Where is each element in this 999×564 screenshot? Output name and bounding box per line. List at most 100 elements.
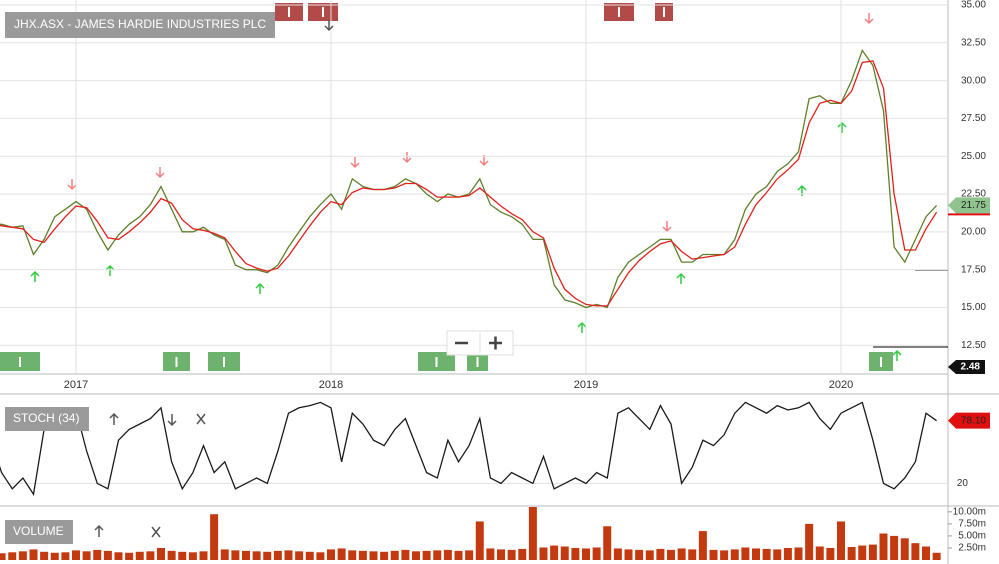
- volume-bar: [709, 549, 718, 560]
- move-up-icon[interactable]: [109, 412, 119, 425]
- event-badge-mark: [476, 357, 479, 367]
- y-tick-label: 5.00m: [958, 531, 986, 542]
- sell-signal: [662, 221, 672, 233]
- event-badge-mark: [322, 7, 324, 17]
- buy-signal: [105, 264, 115, 276]
- volume-bar: [645, 550, 654, 560]
- event-badge-mark: [663, 7, 665, 17]
- volume-bar: [72, 550, 80, 560]
- event-badge-mark: [618, 7, 620, 17]
- volume-bar: [837, 521, 845, 560]
- volume-bar: [475, 521, 484, 560]
- volume-bar: [0, 553, 6, 560]
- volume-bar: [125, 552, 134, 560]
- y-tick-label: 32.50: [961, 37, 986, 48]
- volume-bar: [199, 551, 208, 560]
- volume-bar: [868, 544, 877, 560]
- volume-bar: [188, 552, 197, 560]
- volume-bar: [465, 550, 474, 560]
- y-tick-label: 20.00: [961, 226, 986, 237]
- volume-bar: [252, 551, 261, 560]
- volume-bar: [805, 523, 814, 560]
- volume-bar: [157, 547, 165, 560]
- volume-bar: [316, 552, 325, 560]
- buy-signal: [676, 272, 686, 284]
- close-icon[interactable]: [196, 413, 206, 425]
- volume-bar: [624, 549, 633, 560]
- volume-bar: [730, 549, 739, 560]
- volume-bar: [178, 551, 187, 560]
- volume-bar: [847, 546, 856, 560]
- volume-bar: [443, 549, 452, 560]
- series-line: [0, 48, 938, 309]
- volume-bar: [741, 547, 750, 560]
- volume-bar: [528, 507, 537, 560]
- sell-signal: [402, 152, 412, 164]
- y-tick-label: 2.50m: [958, 543, 986, 554]
- volume-bar: [327, 549, 335, 560]
- current-value-tag: [948, 197, 990, 214]
- buy-signal: [30, 270, 40, 282]
- x-tick-label: 2018: [319, 379, 343, 391]
- sell-signal: [155, 167, 165, 179]
- volume-bar: [18, 551, 27, 560]
- volume-bar: [231, 550, 240, 560]
- current-value-tag: [948, 412, 990, 429]
- volume-bar: [135, 551, 144, 560]
- move-down-icon[interactable]: [167, 414, 177, 427]
- volume-bar: [752, 548, 760, 560]
- chart-title: JHX.ASX - JAMES HARDIE INDUSTRIES PLC: [14, 17, 266, 31]
- volume-bar: [8, 552, 17, 560]
- buy-signal: [837, 121, 847, 133]
- y-tick-label: 30.00: [961, 75, 986, 86]
- current-value-label: 21.75: [961, 200, 986, 211]
- event-badge-mark: [19, 357, 21, 367]
- volume-bar: [497, 549, 505, 560]
- panel-icons[interactable]: [94, 20, 334, 538]
- volume-bar: [698, 531, 707, 560]
- volume-bar: [922, 546, 930, 560]
- sell-signal: [350, 157, 360, 169]
- event-badge-mark: [223, 357, 225, 367]
- current-value-label: 78.10: [961, 415, 986, 426]
- volume-bar: [635, 549, 644, 560]
- volume-bar: [242, 550, 250, 560]
- volume-bar: [560, 546, 569, 560]
- volume-bar: [592, 547, 601, 560]
- event-badge-mark: [435, 357, 438, 367]
- volume-bar: [167, 550, 176, 560]
- volume-bar: [667, 549, 675, 560]
- volume-bar: [305, 551, 314, 560]
- close-icon[interactable]: [151, 526, 161, 538]
- move-down-icon[interactable]: [324, 20, 334, 32]
- annotation: 2.48: [961, 362, 981, 373]
- panel-title: VOLUME: [13, 524, 64, 538]
- move-up-icon[interactable]: [94, 524, 104, 537]
- volume-bar: [337, 548, 346, 560]
- volume-bar: [518, 548, 527, 560]
- x-tick-label: 2017: [64, 379, 88, 391]
- buy-signal: [892, 349, 902, 361]
- panel-title: STOCH (34): [13, 411, 79, 425]
- annotation-tag: [948, 360, 985, 374]
- volume-bar: [603, 526, 612, 560]
- y-tick-label: 27.50: [961, 113, 986, 124]
- volume-bar: [677, 548, 686, 560]
- volume-bar: [114, 552, 123, 560]
- y-tick-label: 10.00m: [953, 506, 986, 517]
- volume-bar: [879, 533, 888, 560]
- event-badge-mark: [175, 357, 178, 367]
- volume-bar: [61, 552, 70, 560]
- series-line: [0, 60, 938, 307]
- zoom-in[interactable]: [489, 336, 502, 350]
- volume-bar: [273, 550, 282, 560]
- volume-bar: [858, 545, 867, 560]
- volume-bar: [103, 550, 112, 560]
- zoom-control[interactable]: [446, 330, 514, 356]
- volume-bar: [550, 545, 559, 560]
- x-tick-label: 2019: [574, 379, 598, 391]
- volume-bar: [613, 548, 622, 560]
